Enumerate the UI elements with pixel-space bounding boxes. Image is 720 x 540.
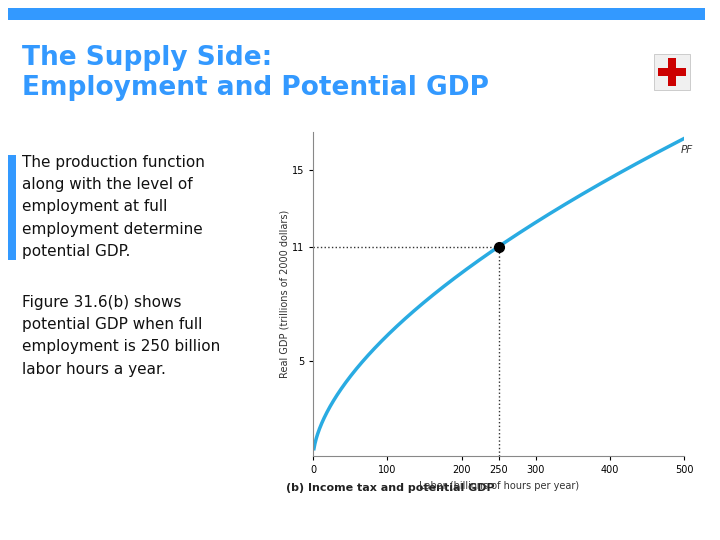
Bar bbox=[8, 155, 16, 260]
Text: Employment and Potential GDP: Employment and Potential GDP bbox=[22, 75, 489, 101]
Text: PF: PF bbox=[680, 145, 693, 155]
X-axis label: Labor (billions of hours per year): Labor (billions of hours per year) bbox=[418, 481, 579, 491]
Bar bbox=[8, 8, 705, 20]
Text: Figure 31.6(b) shows
potential GDP when full
employment is 250 billion
labor hou: Figure 31.6(b) shows potential GDP when … bbox=[22, 295, 220, 376]
Bar bbox=[668, 58, 676, 86]
Bar bbox=[654, 54, 690, 90]
Text: (b) Income tax and potential GDP: (b) Income tax and potential GDP bbox=[286, 483, 495, 493]
Bar bbox=[658, 68, 686, 76]
Text: The Supply Side:: The Supply Side: bbox=[22, 45, 272, 71]
Y-axis label: Real GDP (trillions of 2000 dollars): Real GDP (trillions of 2000 dollars) bbox=[279, 210, 289, 379]
Text: The production function
along with the level of
employment at full
employment de: The production function along with the l… bbox=[22, 155, 205, 259]
